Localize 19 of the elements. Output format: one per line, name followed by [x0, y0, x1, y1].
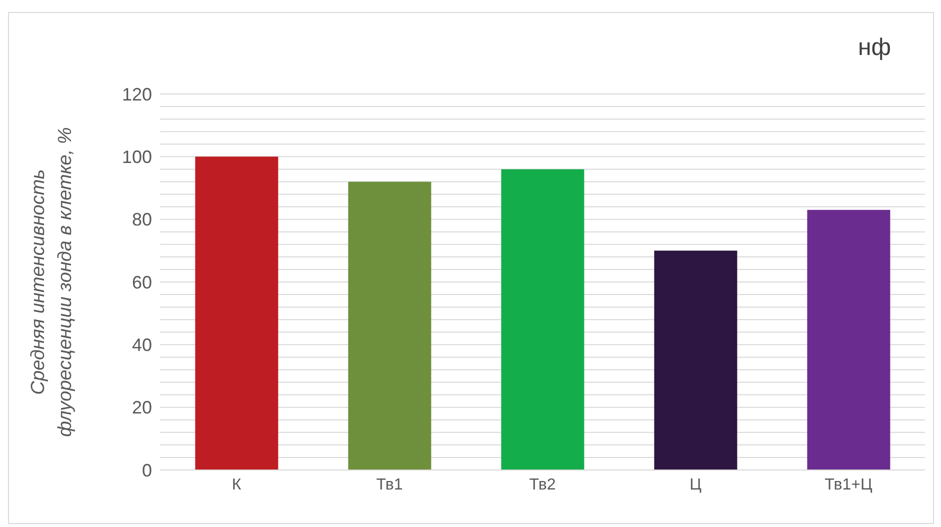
- bar: [807, 210, 890, 470]
- y-axis-title: Средняя интенсивность флуоресценции зонда в клетке, %: [28, 127, 76, 437]
- x-tick-label: Тв2: [529, 476, 556, 494]
- bar: [195, 156, 278, 470]
- y-tick-label: 100: [122, 147, 152, 168]
- bar: [501, 169, 584, 470]
- y-tick-label: 0: [142, 460, 152, 480]
- x-tick-label: Тв1: [376, 476, 403, 494]
- y-tick-label: 60: [132, 272, 152, 292]
- y-tick-label: 40: [132, 335, 152, 356]
- x-tick-label: Ц: [690, 476, 702, 494]
- chart-title: нф: [858, 34, 891, 62]
- bar: [654, 250, 738, 470]
- bar: [348, 182, 432, 470]
- y-tick-label: 20: [132, 398, 152, 418]
- y-tick-label: 120: [122, 84, 152, 104]
- y-tick-label: 80: [132, 210, 152, 230]
- x-tick-label: Тв1+Ц: [824, 476, 872, 494]
- x-tick-label: К: [232, 476, 242, 494]
